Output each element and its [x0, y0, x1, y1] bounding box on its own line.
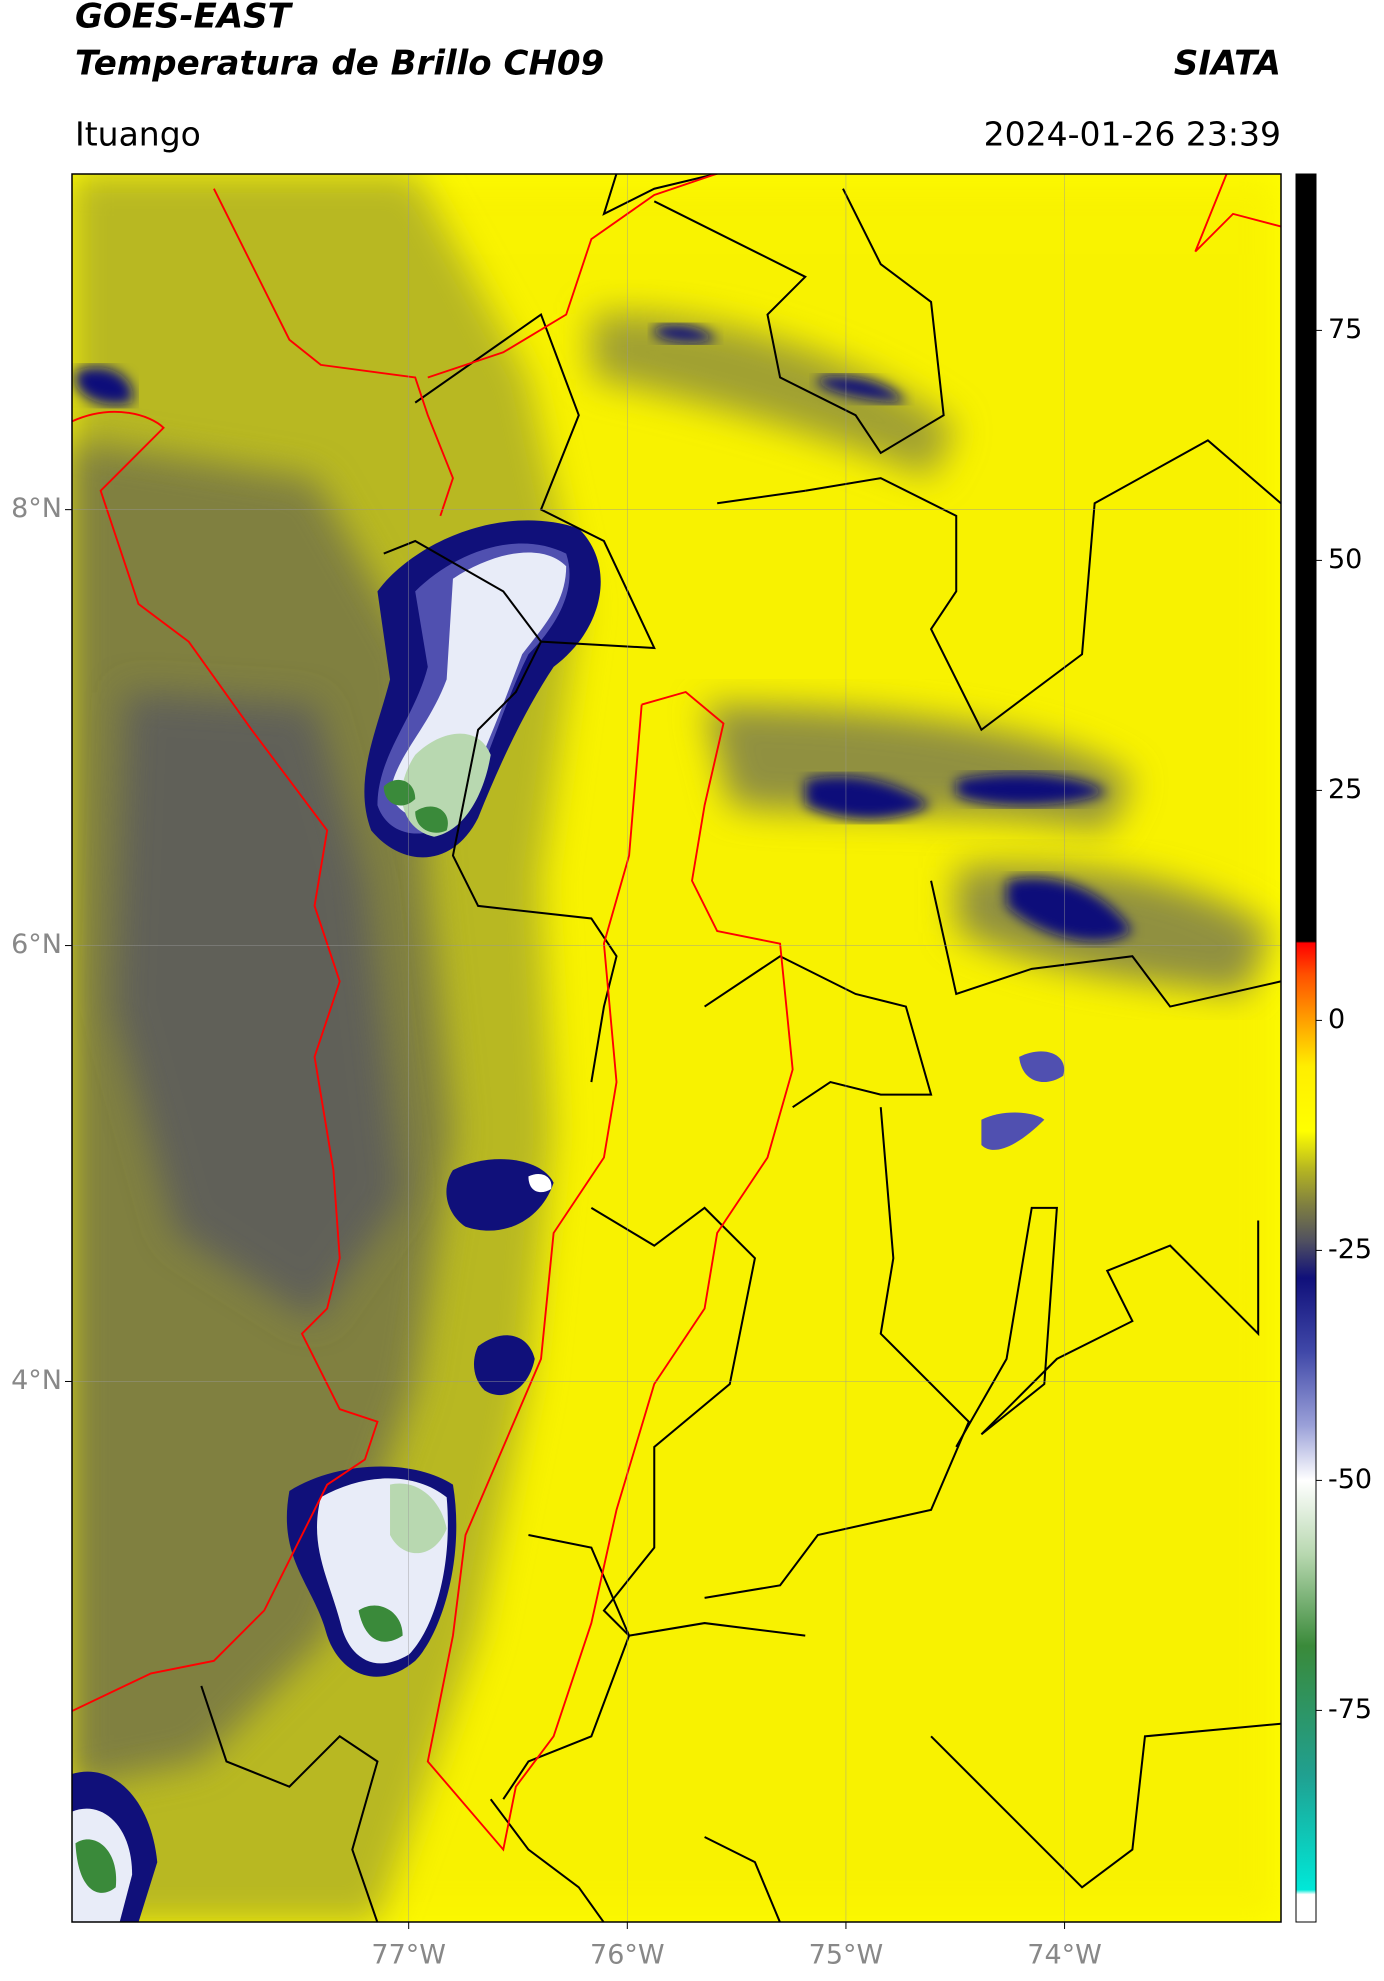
- satellite-image: [71, 173, 1281, 1923]
- colorbar-tick-label: -50: [1328, 1464, 1372, 1495]
- x-tick-label: 76°W: [590, 1940, 665, 1971]
- colorbar-tick-label: 25: [1328, 774, 1362, 805]
- x-tick-label: 75°W: [809, 1940, 884, 1971]
- source: SIATA: [1174, 44, 1281, 84]
- x-tick-label: 77°W: [371, 1940, 446, 1971]
- datetime: 2024-01-26 23:39: [984, 115, 1281, 154]
- colorbar-tick-label: -75: [1328, 1694, 1372, 1725]
- colorbar-tick-label: -25: [1328, 1234, 1372, 1265]
- subtitle: Temperatura de Brillo CH09: [75, 44, 604, 84]
- y-tick-label: 6°N: [11, 929, 62, 960]
- y-tick-label: 8°N: [11, 493, 62, 524]
- colorbar-tick-label: 75: [1328, 314, 1362, 345]
- x-tick-label: 74°W: [1027, 1940, 1102, 1971]
- map-frame: [71, 173, 1282, 1923]
- colorbar: [1295, 173, 1317, 1923]
- admin-borders: [200, 173, 1281, 1923]
- title: GOES-EAST: [75, 0, 294, 37]
- colorbar-tick-label: 50: [1328, 544, 1362, 575]
- y-tick-label: 4°N: [11, 1365, 62, 1396]
- colorbar-tick-label: 0: [1328, 1004, 1345, 1035]
- national-borders: [71, 173, 1281, 1852]
- location: Ituango: [75, 115, 201, 154]
